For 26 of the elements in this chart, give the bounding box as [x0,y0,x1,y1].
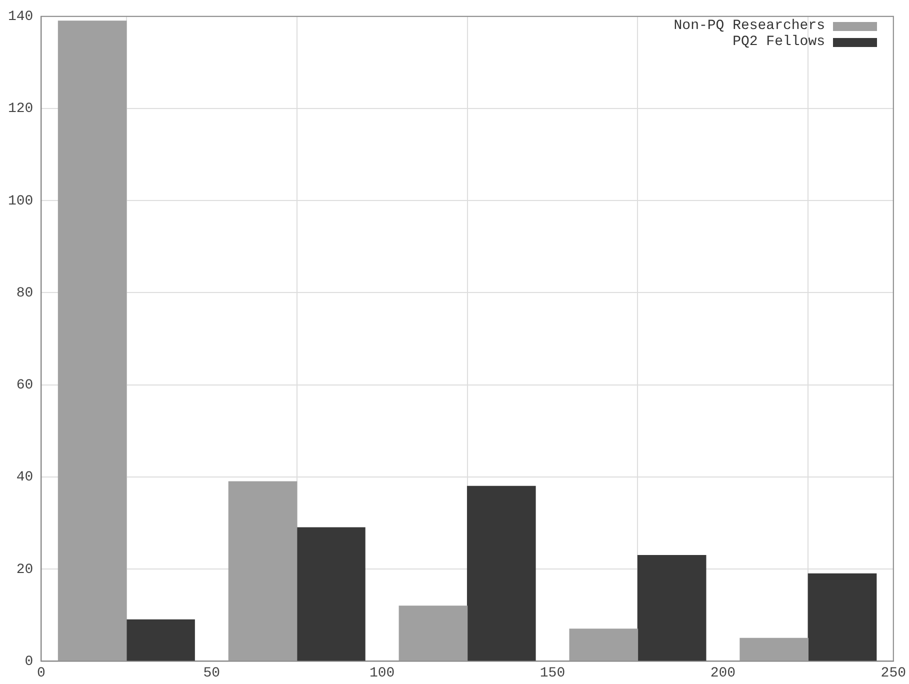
y-tick-label: 80 [16,285,34,302]
bar [740,638,809,662]
x-tick-label: 0 [37,665,46,682]
bar [637,554,706,662]
y-tick-label: 0 [24,654,34,670]
x-tick-label: 200 [710,665,736,682]
y-tick-label: 120 [8,101,34,118]
x-tick-label: 100 [369,665,395,682]
x-tick-label: 50 [203,665,220,682]
bar [126,619,195,662]
bar [808,573,877,662]
x-tick-label: 150 [540,665,566,682]
bar [296,527,366,662]
y-tick-label: 20 [16,562,34,578]
bar [228,481,298,662]
x-tick-label: 250 [880,665,906,682]
bar [398,606,468,662]
y-tick-label: 40 [16,470,34,486]
bar [58,20,127,662]
y-tick-label: 140 [8,9,34,26]
bar [466,486,536,662]
legend-label: PQ2 Fellows [732,34,825,50]
legend-label: Non-PQ Researchers [674,18,825,34]
y-tick-label: 60 [16,378,34,394]
bar [569,628,638,662]
y-tick-label: 100 [8,193,34,210]
